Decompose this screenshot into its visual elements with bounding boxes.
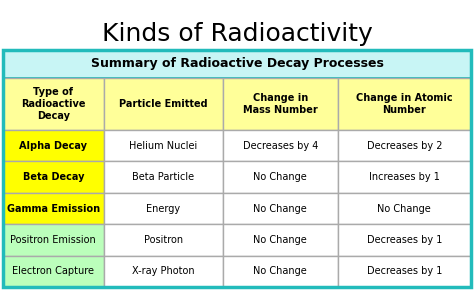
Text: Particle Emitted: Particle Emitted xyxy=(119,99,208,109)
Text: Electron Capture: Electron Capture xyxy=(12,266,94,276)
Bar xyxy=(223,224,337,255)
Bar xyxy=(223,193,337,224)
Bar xyxy=(3,50,471,287)
Text: No Change: No Change xyxy=(377,204,431,213)
Text: Decreases by 1: Decreases by 1 xyxy=(366,235,442,245)
Bar xyxy=(3,78,104,130)
Bar xyxy=(223,78,337,130)
Bar xyxy=(223,130,337,162)
Text: X-ray Photon: X-ray Photon xyxy=(132,266,195,276)
Text: Increases by 1: Increases by 1 xyxy=(369,172,440,182)
Text: Energy: Energy xyxy=(146,204,180,213)
Text: Beta Particle: Beta Particle xyxy=(132,172,194,182)
Bar xyxy=(337,78,471,130)
Bar xyxy=(223,162,337,193)
Text: Decreases by 4: Decreases by 4 xyxy=(243,141,318,151)
Bar xyxy=(104,224,223,255)
Bar xyxy=(223,255,337,287)
Text: Decreases by 1: Decreases by 1 xyxy=(366,266,442,276)
Text: Positron Emission: Positron Emission xyxy=(10,235,96,245)
Text: No Change: No Change xyxy=(254,235,307,245)
Text: Beta Decay: Beta Decay xyxy=(23,172,84,182)
Bar xyxy=(3,193,104,224)
Text: No Change: No Change xyxy=(254,204,307,213)
Text: No Change: No Change xyxy=(254,266,307,276)
Bar xyxy=(3,50,471,78)
Bar xyxy=(337,224,471,255)
Bar xyxy=(3,255,104,287)
Text: Change in Atomic
Number: Change in Atomic Number xyxy=(356,93,453,115)
Bar xyxy=(3,130,104,162)
Bar xyxy=(3,224,104,255)
Bar xyxy=(337,130,471,162)
Bar xyxy=(337,162,471,193)
Text: Gamma Emission: Gamma Emission xyxy=(7,204,100,213)
Bar xyxy=(104,255,223,287)
Text: Decreases by 2: Decreases by 2 xyxy=(366,141,442,151)
Bar xyxy=(104,78,223,130)
Bar xyxy=(337,255,471,287)
Bar xyxy=(104,130,223,162)
Text: Alpha Decay: Alpha Decay xyxy=(19,141,87,151)
Text: Positron: Positron xyxy=(144,235,183,245)
Bar xyxy=(104,162,223,193)
Bar xyxy=(337,193,471,224)
Bar xyxy=(104,193,223,224)
Text: No Change: No Change xyxy=(254,172,307,182)
Text: Type of
Radioactive
Decay: Type of Radioactive Decay xyxy=(21,87,86,122)
Text: Kinds of Radioactivity: Kinds of Radioactivity xyxy=(101,22,373,46)
Text: Helium Nuclei: Helium Nuclei xyxy=(129,141,197,151)
Text: Summary of Radioactive Decay Processes: Summary of Radioactive Decay Processes xyxy=(91,57,383,70)
Bar xyxy=(3,162,104,193)
Text: Change in
Mass Number: Change in Mass Number xyxy=(243,93,318,115)
